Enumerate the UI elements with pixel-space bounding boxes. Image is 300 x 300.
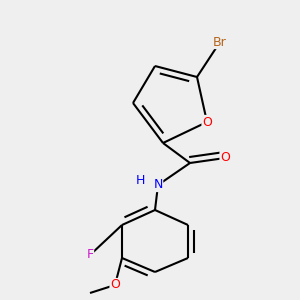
Text: F: F [86, 248, 94, 262]
Text: O: O [110, 278, 120, 292]
Text: O: O [220, 152, 230, 164]
Text: N: N [153, 178, 163, 191]
Text: Br: Br [213, 35, 227, 49]
Text: H: H [135, 173, 145, 187]
Text: O: O [202, 116, 212, 128]
